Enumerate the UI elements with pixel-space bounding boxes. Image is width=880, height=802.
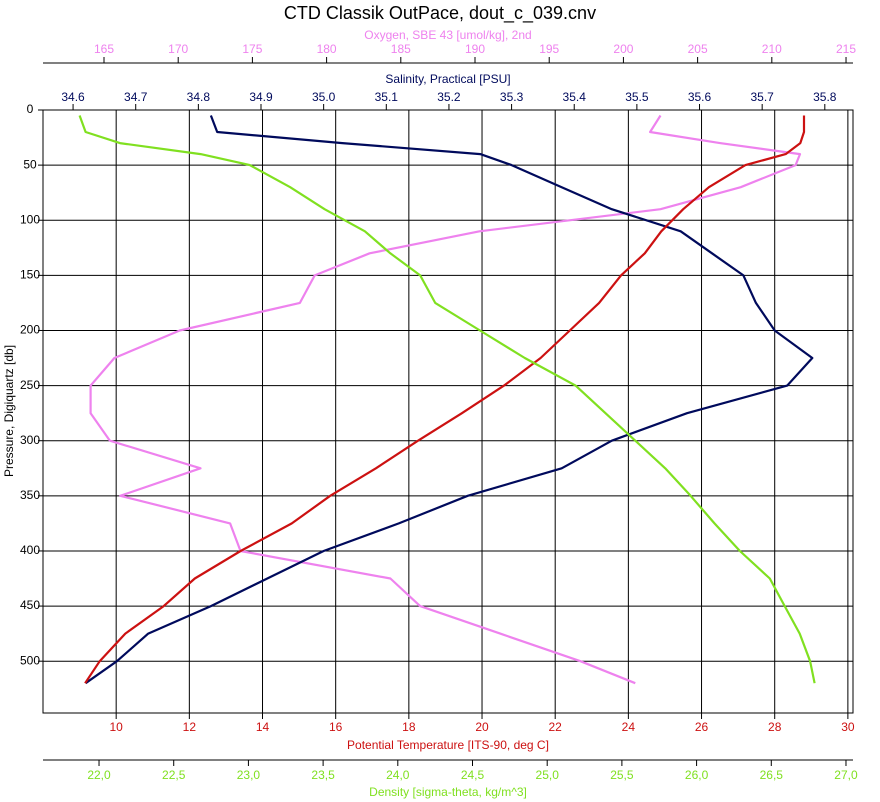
x-tick-label: 165 (94, 42, 114, 56)
x-tick-label: 35.6 (688, 90, 712, 104)
x-tick-label: 24 (622, 720, 636, 734)
x-tick-label: 26 (695, 720, 709, 734)
x-tick-label: 205 (688, 42, 708, 56)
x-tick-label: 210 (762, 42, 782, 56)
x-axis-label: Potential Temperature [ITS-90, deg C] (347, 738, 549, 752)
profile-line (78, 115, 816, 684)
x-tick-label: 35.5 (625, 90, 649, 104)
x-axis-label: Oxygen, SBE 43 [umol/kg], 2nd (364, 28, 531, 42)
y-tick-label: 100 (20, 212, 40, 226)
profile-line (84, 115, 806, 684)
y-tick-label: 50 (23, 157, 37, 171)
x-tick-label: 27,0 (834, 768, 858, 782)
y-tick-label: 350 (20, 488, 40, 502)
chart-title: CTD Classik OutPace, dout_c_039.cnv (284, 3, 596, 24)
x-tick-label: 35.0 (312, 90, 336, 104)
x-tick-label: 24,5 (461, 768, 485, 782)
x-tick-label: 20 (475, 720, 489, 734)
x-tick-label: 24,0 (386, 768, 410, 782)
x-tick-label: 34.7 (124, 90, 148, 104)
x-tick-label: 22,0 (87, 768, 111, 782)
x-tick-label: 170 (168, 42, 188, 56)
x-tick-label: 190 (465, 42, 485, 56)
x-tick-label: 195 (539, 42, 559, 56)
profile-line (89, 114, 802, 685)
x-axis-label: Density [sigma-theta, kg/m^3] (369, 785, 527, 799)
y-tick-label: 200 (20, 323, 40, 337)
x-tick-label: 35.4 (563, 90, 587, 104)
x-tick-label: 18 (402, 720, 416, 734)
x-tick-label: 35.1 (375, 90, 399, 104)
x-tick-label: 35.7 (750, 90, 774, 104)
x-tick-label: 200 (613, 42, 633, 56)
y-tick-label: 0 (27, 102, 34, 116)
x-axis-label: Salinity, Practical [PSU] (385, 72, 510, 86)
x-tick-label: 34.6 (61, 90, 85, 104)
x-tick-label: 22,5 (162, 768, 186, 782)
y-tick-label: 250 (20, 378, 40, 392)
x-tick-label: 26,5 (760, 768, 784, 782)
x-tick-label: 28 (768, 720, 782, 734)
x-tick-label: 30 (841, 720, 855, 734)
x-tick-label: 22 (549, 720, 563, 734)
x-tick-label: 10 (109, 720, 123, 734)
x-tick-label: 34.9 (249, 90, 273, 104)
x-tick-label: 185 (391, 42, 411, 56)
x-tick-label: 35.2 (437, 90, 461, 104)
x-tick-label: 34.8 (187, 90, 211, 104)
y-tick-label: 450 (20, 598, 40, 612)
x-tick-label: 12 (183, 720, 197, 734)
x-tick-label: 35.8 (813, 90, 837, 104)
plot-frame (42, 109, 854, 714)
x-tick-label: 215 (836, 42, 856, 56)
y-tick-label: 500 (20, 653, 40, 667)
x-tick-label: 16 (329, 720, 343, 734)
x-tick-label: 14 (256, 720, 270, 734)
x-tick-label: 25,5 (610, 768, 634, 782)
y-tick-label: 300 (20, 433, 40, 447)
y-axis-label: Pressure, Digiquartz [db] (2, 345, 16, 477)
x-tick-label: 175 (242, 42, 262, 56)
x-tick-label: 25,0 (536, 768, 560, 782)
x-tick-label: 23,5 (311, 768, 335, 782)
x-tick-label: 35.3 (500, 90, 524, 104)
y-tick-label: 400 (20, 543, 40, 557)
profile-line (84, 115, 814, 685)
x-tick-label: 23,0 (237, 768, 261, 782)
x-tick-label: 180 (317, 42, 337, 56)
x-tick-label: 26,0 (685, 768, 709, 782)
y-tick-label: 150 (20, 268, 40, 282)
